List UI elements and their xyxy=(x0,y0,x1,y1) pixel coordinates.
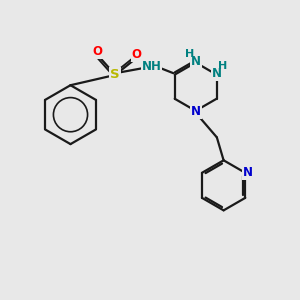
Text: NH: NH xyxy=(142,60,161,73)
Text: O: O xyxy=(132,48,142,61)
Text: N: N xyxy=(212,67,221,80)
Text: H: H xyxy=(184,49,194,59)
Text: H: H xyxy=(218,61,228,71)
Text: N: N xyxy=(243,166,253,179)
Text: N: N xyxy=(190,55,201,68)
Text: O: O xyxy=(93,45,103,58)
Text: S: S xyxy=(110,68,120,81)
Text: N: N xyxy=(190,105,201,118)
